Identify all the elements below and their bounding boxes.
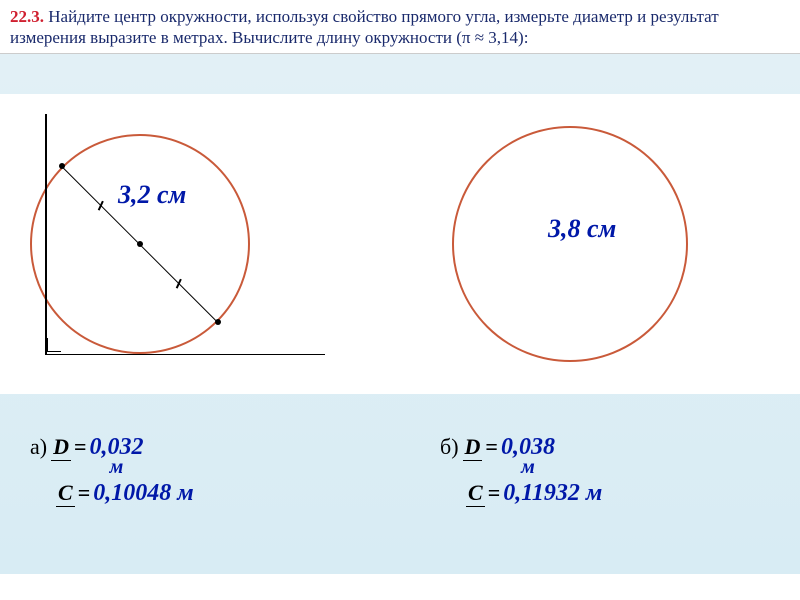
answer-block-a: а) D = 0,032 м C = 0,10048 м (30, 434, 194, 512)
answer-block-b: б) D = 0,038 м C = 0,11932 м (440, 434, 602, 512)
a-horizontal-axis (45, 354, 325, 356)
b-C-value: 0,11932 м (503, 481, 602, 505)
a-D-value: 0,032 м (90, 437, 144, 477)
b-D-value-top: 0,038 (501, 437, 555, 459)
b-D-var: D (463, 434, 483, 461)
b-prefix: б) (440, 434, 459, 460)
b-diameter-label: 3,8 см (548, 214, 616, 244)
a-D-value-bottom: м (110, 458, 124, 476)
b-C-var: C (466, 480, 485, 507)
b-D-eq: = (482, 434, 501, 460)
a-diameter-label: 3,2 см (118, 180, 186, 210)
a-C-value: 0,10048 м (93, 481, 193, 505)
a-C-eq: = (75, 480, 94, 506)
work-area: 3,2 см 3,8 см а) D = 0,032 м C = 0,10048… (0, 54, 800, 574)
b-D-value: 0,038 м (501, 437, 555, 477)
a-prefix: а) (30, 434, 47, 460)
a-point-center (137, 241, 143, 247)
figure-strip: 3,2 см 3,8 см (0, 94, 800, 394)
circle-b (452, 126, 688, 362)
b-D-value-bottom: м (521, 458, 535, 476)
a-D-eq: = (71, 434, 90, 460)
a-D-value-top: 0,032 (90, 437, 144, 459)
a-right-angle-marker (47, 338, 61, 352)
a-D-var: D (51, 434, 71, 461)
problem-text: Найдите центр окружности, используя свой… (10, 7, 719, 47)
a-vertical-axis (45, 114, 47, 354)
a-point-2 (215, 319, 221, 325)
b-C-eq: = (485, 480, 504, 506)
problem-number: 22.3. (10, 7, 44, 26)
a-C-var: C (56, 480, 75, 507)
a-point-1 (59, 163, 65, 169)
